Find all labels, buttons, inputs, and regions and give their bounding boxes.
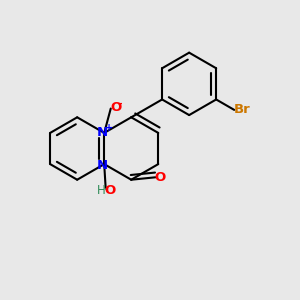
Text: N: N bbox=[97, 125, 108, 139]
Text: N: N bbox=[97, 158, 108, 172]
Text: -: - bbox=[117, 99, 122, 109]
Text: +: + bbox=[105, 123, 113, 133]
Text: Br: Br bbox=[233, 103, 250, 116]
Text: H: H bbox=[97, 184, 105, 197]
Text: ·: · bbox=[104, 184, 107, 194]
Text: O: O bbox=[104, 184, 116, 197]
Text: O: O bbox=[154, 171, 166, 184]
Text: O: O bbox=[110, 101, 121, 114]
